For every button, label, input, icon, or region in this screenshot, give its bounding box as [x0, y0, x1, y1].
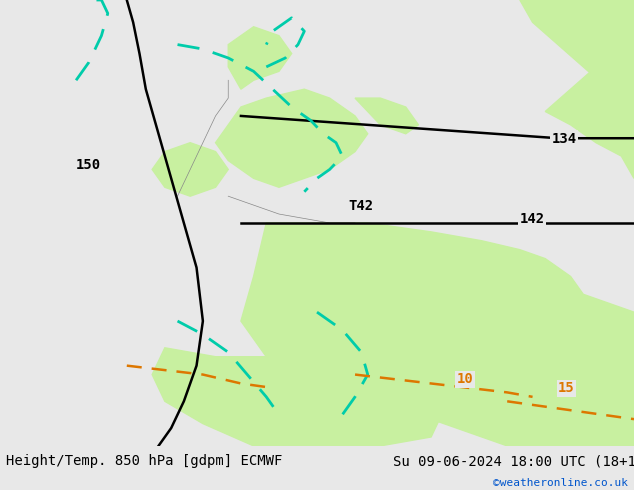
Text: 15: 15	[558, 381, 574, 395]
Text: Height/Temp. 850 hPa [gdpm] ECMWF: Height/Temp. 850 hPa [gdpm] ECMWF	[6, 454, 283, 468]
Polygon shape	[152, 143, 228, 196]
Text: 150: 150	[76, 158, 101, 172]
Text: Su 09-06-2024 18:00 UTC (18+120): Su 09-06-2024 18:00 UTC (18+120)	[393, 454, 634, 468]
Text: 134: 134	[552, 132, 577, 146]
Text: T42: T42	[349, 198, 374, 213]
Polygon shape	[355, 98, 418, 134]
Text: 10: 10	[456, 372, 473, 387]
Text: 142: 142	[520, 212, 545, 226]
Polygon shape	[228, 27, 292, 89]
Polygon shape	[216, 89, 368, 187]
Polygon shape	[545, 67, 634, 178]
Polygon shape	[152, 348, 444, 446]
Polygon shape	[241, 223, 634, 446]
Polygon shape	[520, 0, 634, 98]
Text: ©weatheronline.co.uk: ©weatheronline.co.uk	[493, 478, 628, 489]
